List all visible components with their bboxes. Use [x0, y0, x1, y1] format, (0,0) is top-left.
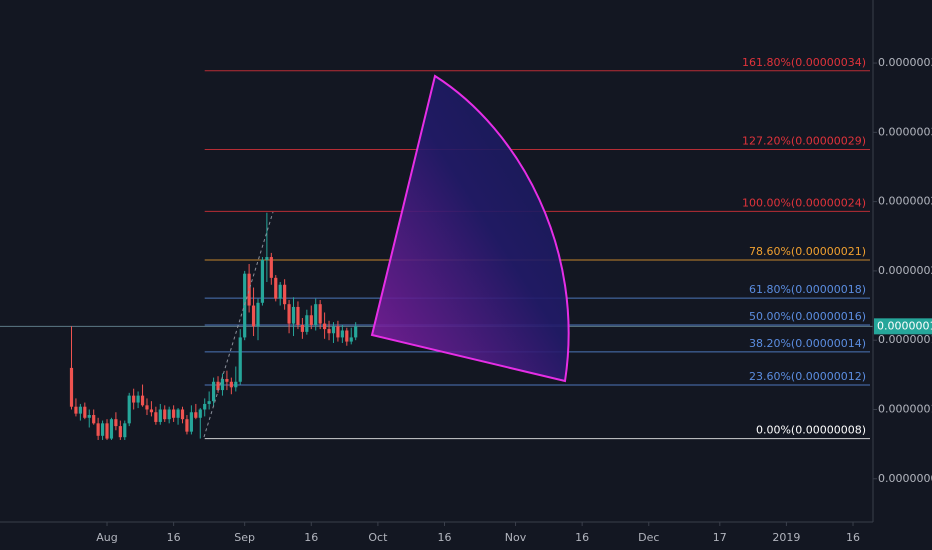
candle-body — [278, 284, 282, 299]
candle-body — [69, 367, 74, 407]
fib-level-label: 127.20%(0.00000029) — [742, 135, 866, 148]
y-tick-label: 0.00000030 — [878, 125, 932, 138]
candle-body — [349, 337, 353, 342]
fib-level-label: 0.00%(0.00000008) — [756, 424, 866, 437]
x-tick-label: 2019 — [772, 531, 800, 544]
candle-body — [225, 378, 229, 382]
candle-body — [136, 395, 140, 403]
fib-level-label: 23.60%(0.00000012) — [749, 370, 866, 383]
candle-body — [180, 409, 185, 420]
candle-body — [189, 412, 193, 432]
candle-body — [291, 306, 296, 324]
candle-body — [109, 419, 114, 439]
candle-body — [269, 257, 273, 278]
fib-level-label: 61.80%(0.00000018) — [749, 283, 866, 296]
candle-body — [105, 423, 109, 439]
candle-body — [327, 329, 331, 334]
candle-body — [87, 415, 91, 418]
candle-body — [300, 324, 304, 332]
candle-body — [274, 277, 278, 299]
x-tick-label: Aug — [96, 531, 117, 544]
last-price-label: 0.00000016 — [877, 319, 932, 332]
candle-body — [354, 326, 358, 338]
candle-body — [114, 419, 118, 427]
candle-body — [185, 419, 189, 432]
candle-body — [198, 409, 202, 418]
candle-body — [207, 401, 211, 404]
x-tick-label: Oct — [368, 531, 388, 544]
candle-body — [140, 395, 145, 406]
candle-body — [176, 409, 180, 418]
candle-body — [234, 381, 238, 388]
candle-body — [83, 406, 87, 418]
candle-body — [331, 326, 336, 334]
fan-drawing — [370, 74, 570, 383]
candle-body — [132, 395, 136, 403]
candle-body — [154, 412, 158, 422]
candle-body — [145, 405, 149, 410]
candle-body — [78, 406, 82, 414]
overlay: 161.80%(0.00000034) 127.20%(0.00000029) 10… — [742, 56, 866, 437]
candle-body — [194, 412, 198, 418]
y-tick-label: 0.00000020 — [878, 264, 932, 277]
x-tick-label: 16 — [167, 531, 181, 544]
candle-body — [100, 423, 105, 436]
candle-body — [149, 409, 154, 413]
candle-body — [163, 409, 167, 420]
candle-body — [123, 423, 127, 438]
fib-level-label: 161.80%(0.00000034) — [742, 56, 866, 69]
candle-body — [247, 273, 251, 306]
candle-body — [296, 306, 300, 325]
candle-body — [220, 378, 225, 391]
x-tick-label: Sep — [234, 531, 255, 544]
fib-level-label: 100.00%(0.00000024) — [742, 196, 866, 209]
y-tick-label: 0.00000015 — [878, 333, 932, 346]
candle-body — [322, 323, 327, 330]
x-tick-label: Nov — [505, 531, 527, 544]
y-tick-label: 0.00000035 — [878, 56, 932, 69]
candle-body — [211, 381, 216, 402]
candle-body — [216, 381, 220, 391]
candle-body — [260, 259, 265, 303]
candle-body — [238, 337, 242, 382]
candle-body — [340, 330, 344, 338]
candle-body — [305, 315, 309, 332]
candle-body — [256, 302, 260, 327]
fib-level-label: 50.00%(0.00000016) — [749, 310, 866, 323]
candle-body — [127, 395, 131, 424]
x-tick-label: Dec — [638, 531, 659, 544]
y-tick-label: 0.00000005 — [878, 472, 932, 485]
fib-level-label: 78.60%(0.00000021) — [749, 245, 866, 258]
candle-body — [336, 326, 340, 338]
candle-body — [96, 423, 100, 436]
candle-body — [287, 304, 291, 324]
candle-body — [74, 406, 78, 414]
candle-body — [251, 305, 256, 327]
candle-body — [167, 409, 171, 420]
candle-body — [158, 409, 162, 422]
x-tick-label: 16 — [846, 531, 860, 544]
fib-level-label: 38.20%(0.00000014) — [749, 337, 866, 350]
candle-body — [345, 330, 349, 342]
y-tick-label: 0.00000025 — [878, 195, 932, 208]
candle-body — [172, 409, 176, 418]
x-tick-label: 16 — [437, 531, 451, 544]
candle-body — [118, 426, 122, 438]
candle-body — [229, 381, 233, 388]
candle-body — [318, 304, 322, 324]
candle-body — [314, 304, 318, 325]
x-tick-label: 16 — [575, 531, 589, 544]
candle-body — [243, 273, 247, 338]
candle-body — [265, 257, 269, 260]
candle-body — [203, 403, 207, 410]
y-tick-label: 0.00000010 — [878, 402, 932, 415]
candle-body — [92, 415, 96, 424]
candle-body — [309, 315, 313, 325]
last-price-box — [874, 318, 932, 335]
x-tick-label: 16 — [304, 531, 318, 544]
x-tick-label: 17 — [713, 531, 727, 544]
candle-body — [283, 284, 287, 305]
